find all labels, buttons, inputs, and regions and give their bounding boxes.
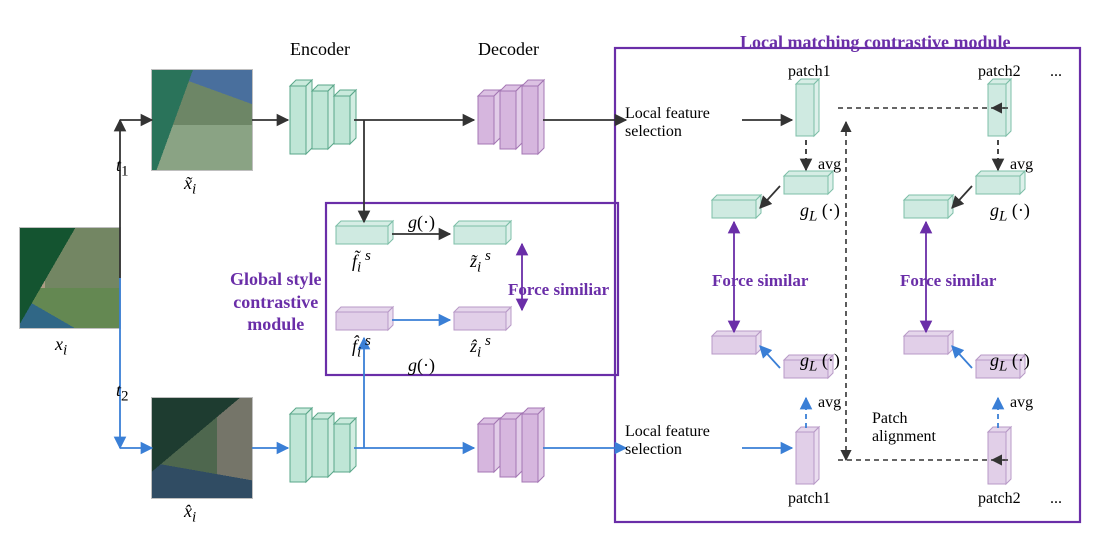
title-local-module: Local matching contrastive module [740, 31, 1010, 54]
label-lfs-top: Local featureselection [625, 105, 710, 141]
label-patch1-bot: patch1 [788, 490, 831, 508]
label-patch-alignment: Patchalignment [872, 410, 936, 446]
label-t1: t1 [116, 155, 129, 181]
label-gL-b1: gL (·) [800, 350, 840, 376]
label-zi-hat: ẑi s [470, 333, 491, 362]
label-dots-bot: ... [1050, 490, 1062, 508]
label-gL-b2: gL (·) [990, 350, 1030, 376]
label-fi-hat: f̂i s [352, 333, 371, 362]
label-encoder: Encoder [290, 39, 350, 60]
label-avg-b2: avg [1010, 394, 1033, 412]
label-xi-tilde: x̃i [184, 173, 196, 199]
label-force-global: Force similiar [508, 280, 609, 300]
label-gL-t1: gL (·) [800, 200, 840, 226]
label-force-l1: Force similar [712, 271, 808, 291]
label-xi: xi [55, 334, 67, 360]
label-gL-t2: gL (·) [990, 200, 1030, 226]
title-global-module: Global stylecontrastivemodule [230, 268, 322, 336]
label-dots-top: ... [1050, 63, 1062, 81]
label-t2: t2 [116, 380, 129, 406]
label-decoder: Decoder [478, 39, 539, 60]
label-g-top: g(·) [408, 212, 435, 233]
label-lfs-bot: Local featureselection [625, 423, 710, 459]
label-zi-tilde: z̃i s [470, 248, 491, 277]
label-force-l2: Force similar [900, 271, 996, 291]
label-avg-t2: avg [1010, 156, 1033, 174]
label-patch2-bot: patch2 [978, 490, 1021, 508]
label-patch1-top: patch1 [788, 63, 831, 81]
label-patch2-top: patch2 [978, 63, 1021, 81]
label-fi-tilde: f̃i s [352, 248, 371, 277]
label-avg-t1: avg [818, 156, 841, 174]
label-g-bot: g(·) [408, 355, 435, 376]
label-avg-b1: avg [818, 394, 841, 412]
label-xi-hat: x̂i [184, 501, 196, 527]
